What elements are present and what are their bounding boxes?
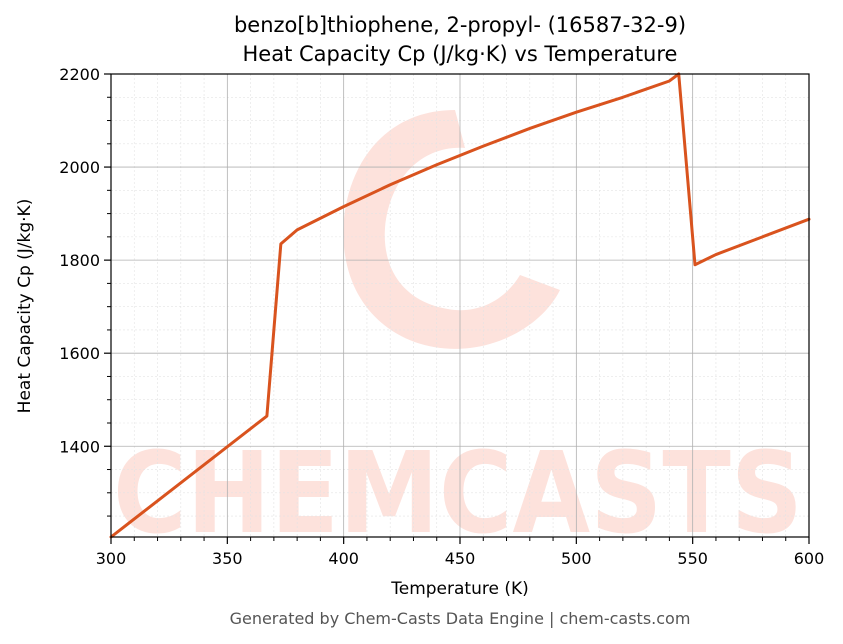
y-tick-label: 2000	[59, 158, 100, 177]
series-layer	[109, 72, 811, 539]
y-tick-label: 1400	[59, 437, 100, 456]
x-tick-label: 350	[212, 549, 243, 568]
x-tick-label: 600	[794, 549, 825, 568]
y-tick-label: 1800	[59, 251, 100, 270]
watermark: CHEMCASTS	[113, 110, 803, 559]
y-tick-label: 1600	[59, 344, 100, 363]
x-axis-label: Temperature (K)	[390, 579, 529, 599]
chart-title-line2: Heat Capacity Cp (J/kg·K) vs Temperature	[243, 42, 678, 66]
x-tick-label: 450	[445, 549, 476, 568]
tick-labels-layer: 300 350 400 450 500 550 600 1400 1600 1800 2000 220…	[59, 65, 824, 568]
watermark-c-logo	[343, 110, 560, 349]
x-tick-label: 400	[328, 549, 359, 568]
ticks-layer	[104, 73, 810, 544]
x-tick-label: 500	[561, 549, 592, 568]
footer-text: Generated by Chem-Casts Data Engine | ch…	[230, 609, 691, 628]
series-line-0	[109, 72, 811, 539]
y-tick-label: 2200	[59, 65, 100, 84]
x-tick-label: 300	[96, 549, 127, 568]
x-tick-label: 550	[677, 549, 708, 568]
watermark-text: CHEMCASTS	[113, 429, 803, 559]
chart-title-line1: benzo[b]thiophene, 2-propyl- (16587-32-9…	[234, 13, 686, 37]
y-axis-label: Heat Capacity Cp (J/kg·K)	[15, 199, 35, 414]
